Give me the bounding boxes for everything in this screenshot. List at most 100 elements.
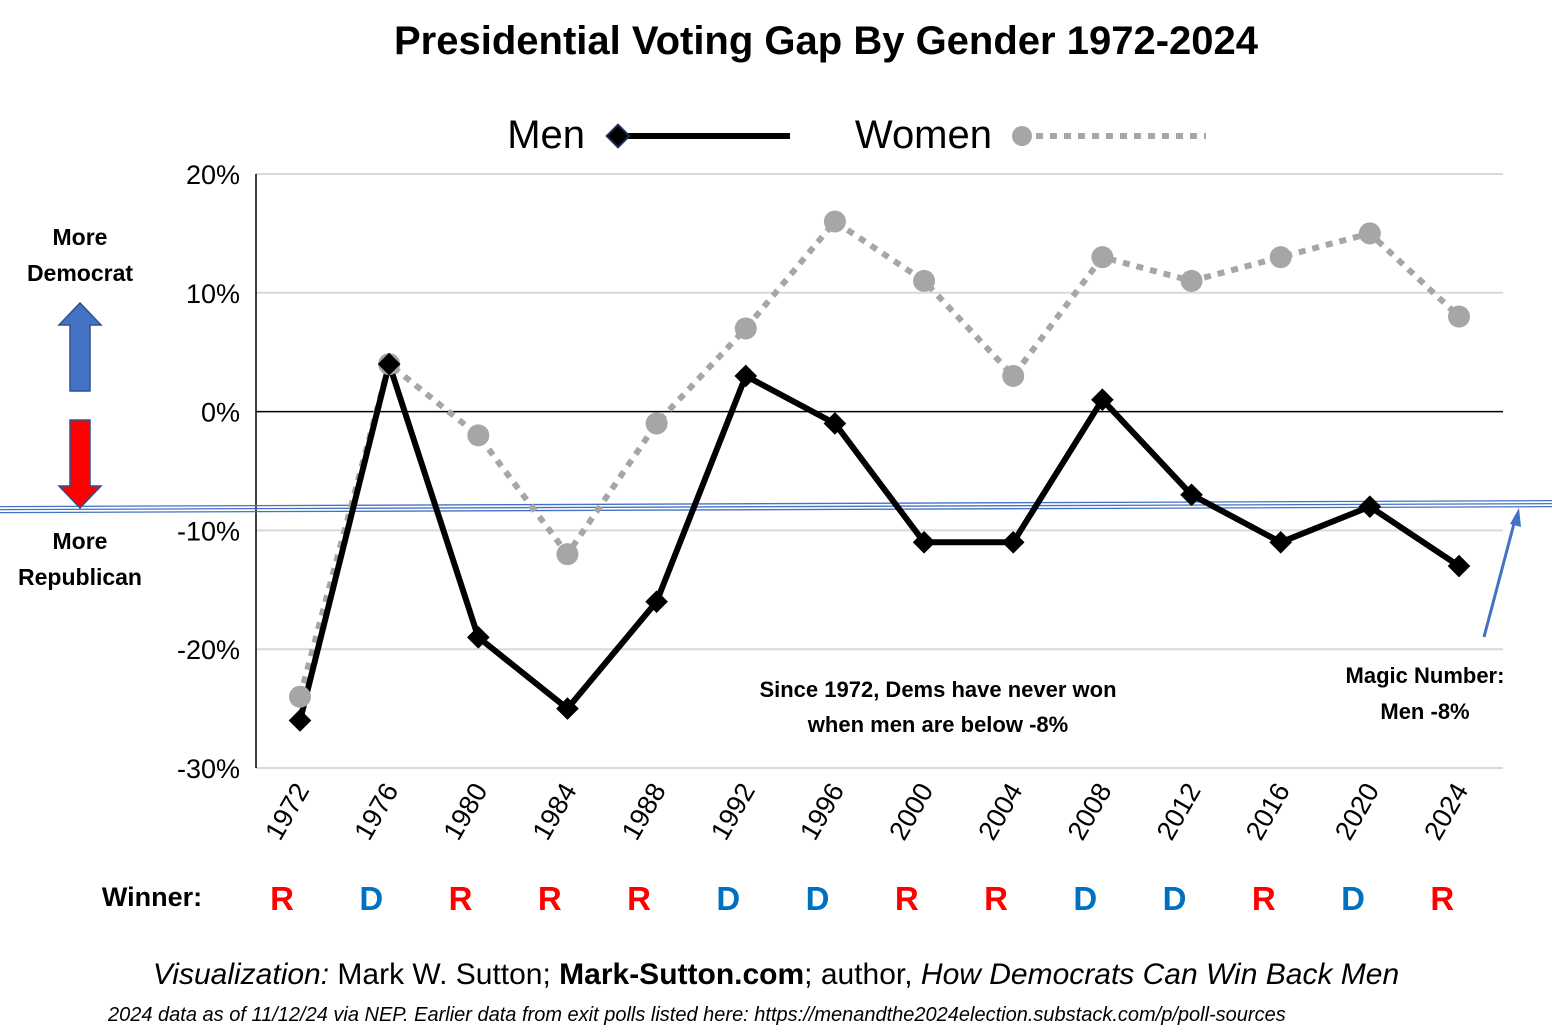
y-tick-label: 10%: [186, 279, 240, 309]
x-tick-label: 2012: [1151, 778, 1207, 845]
x-tick-label: 1972: [259, 778, 315, 845]
x-tick-label: 1992: [705, 778, 761, 845]
winner-label: Winner:: [102, 882, 202, 912]
men-point: [734, 364, 758, 388]
credit-site: Mark-Sutton.com: [559, 958, 805, 991]
men-point: [1001, 530, 1025, 554]
winner-row: Winner: R D R R R D D R R D D R D R: [102, 880, 1455, 917]
reference-line-layer: [0, 499, 1552, 514]
x-tick-label: 2004: [972, 778, 1028, 845]
x-tick-label: 2016: [1240, 778, 1296, 845]
women-point: [1180, 269, 1203, 292]
chart-title: Presidential Voting Gap By Gender 1972-2…: [394, 19, 1259, 63]
men-point: [645, 590, 668, 613]
women-point: [1448, 305, 1470, 328]
x-tick-label: 1984: [527, 778, 583, 845]
women-point: [913, 269, 936, 292]
annotation-since-line1: Since 1972, Dems have never won: [759, 677, 1116, 702]
magic-number-pointer-arrowhead-icon: [1510, 508, 1521, 527]
winner-letter: R: [538, 880, 562, 917]
more-democrat-line2: Democrat: [27, 260, 133, 286]
winner-letter: R: [270, 880, 294, 917]
winner-letter: D: [1163, 880, 1187, 917]
x-tick-label: 2024: [1418, 778, 1474, 845]
gridlines: [256, 173, 1503, 769]
x-tick-label: 2000: [883, 778, 939, 845]
men-point: [556, 697, 579, 720]
series-layer: [288, 210, 1471, 732]
women-point: [823, 210, 846, 233]
winner-letter: D: [806, 880, 830, 917]
winner-letter: R: [895, 880, 919, 917]
more-republican-line2: Republican: [18, 564, 142, 590]
women-point: [1269, 246, 1292, 269]
men-point: [1447, 554, 1471, 578]
winner-letter: R: [984, 880, 1008, 917]
women-point: [734, 317, 757, 340]
men-point: [377, 352, 401, 376]
winner-letter: D: [1073, 880, 1097, 917]
men-point: [912, 530, 936, 554]
magic-number-pointer-arrow: [1482, 515, 1518, 638]
credit-author: ; author,: [804, 958, 921, 991]
x-tick-labels: 1972 1976 1980 1984 1988 1992 1996 2000 2004 2008…: [259, 778, 1474, 845]
x-tick-label: 1996: [794, 778, 850, 845]
reference-line: [0, 499, 1552, 508]
legend-men-label: Men: [507, 113, 585, 157]
women-point: [467, 424, 490, 447]
y-tick-label: -20%: [177, 635, 240, 665]
reference-line: [0, 502, 1552, 511]
x-tick-label: 2008: [1062, 778, 1118, 845]
x-tick-label: 1976: [348, 778, 404, 845]
source-note: 2024 data as of 11/12/24 via NEP. Earlie…: [108, 1004, 1286, 1026]
y-tick-labels: 20% 10% 0% -10% -20% -30%: [177, 160, 240, 784]
men-point: [823, 412, 847, 435]
legend: Men Women: [507, 113, 1206, 157]
down-arrow-icon: [57, 419, 103, 510]
women-point: [1091, 246, 1114, 269]
women-point: [556, 543, 579, 566]
side-labels: More Democrat More Republican: [18, 224, 142, 590]
legend-women-marker: [1012, 126, 1032, 146]
reference-line: [0, 505, 1552, 514]
men-point: [1091, 388, 1114, 412]
men-point: [1269, 530, 1293, 554]
winner-letter: R: [627, 880, 651, 917]
y-tick-label: 0%: [201, 398, 240, 428]
men-point: [1358, 495, 1382, 518]
y-tick-label: 20%: [186, 160, 240, 190]
men-point: [466, 626, 490, 649]
x-tick-label: 1988: [616, 778, 672, 845]
legend-women-label: Women: [855, 113, 992, 157]
men-point: [288, 709, 312, 732]
annotations: Since 1972, Dems have never won when men…: [759, 508, 1521, 737]
women-point: [645, 412, 668, 435]
y-tick-label: -30%: [177, 754, 240, 784]
credit-name: Mark W. Sutton;: [329, 958, 560, 991]
winner-letter: R: [449, 880, 473, 917]
credit-line: Visualization: Mark W. Sutton; Mark-Sutt…: [0, 958, 1552, 992]
men-series-line: [297, 361, 1461, 722]
winner-letter: R: [1252, 880, 1276, 917]
winner-letter: D: [359, 880, 383, 917]
more-republican-line1: More: [53, 528, 108, 554]
men-point: [1180, 483, 1203, 507]
winner-letter: R: [1430, 880, 1454, 917]
annotation-magic-line2: Men -8%: [1380, 699, 1469, 724]
winner-letter: D: [716, 880, 740, 917]
x-tick-label: 1980: [437, 778, 493, 845]
annotation-magic-line1: Magic Number:: [1346, 663, 1505, 688]
women-point: [289, 685, 311, 708]
annotation-since-line2: when men are below -8%: [807, 712, 1068, 737]
credit-viz-label: Visualization:: [152, 958, 330, 991]
x-tick-label: 2020: [1329, 778, 1385, 845]
more-democrat-line1: More: [53, 224, 108, 250]
legend-men-marker: [605, 123, 631, 149]
y-tick-label: -10%: [177, 516, 240, 546]
women-point: [1358, 222, 1381, 245]
credit-book: How Democrats Can Win Back Men: [920, 958, 1400, 991]
winner-letter: D: [1341, 880, 1365, 917]
up-arrow-icon: [57, 301, 103, 392]
women-point: [1002, 364, 1025, 387]
